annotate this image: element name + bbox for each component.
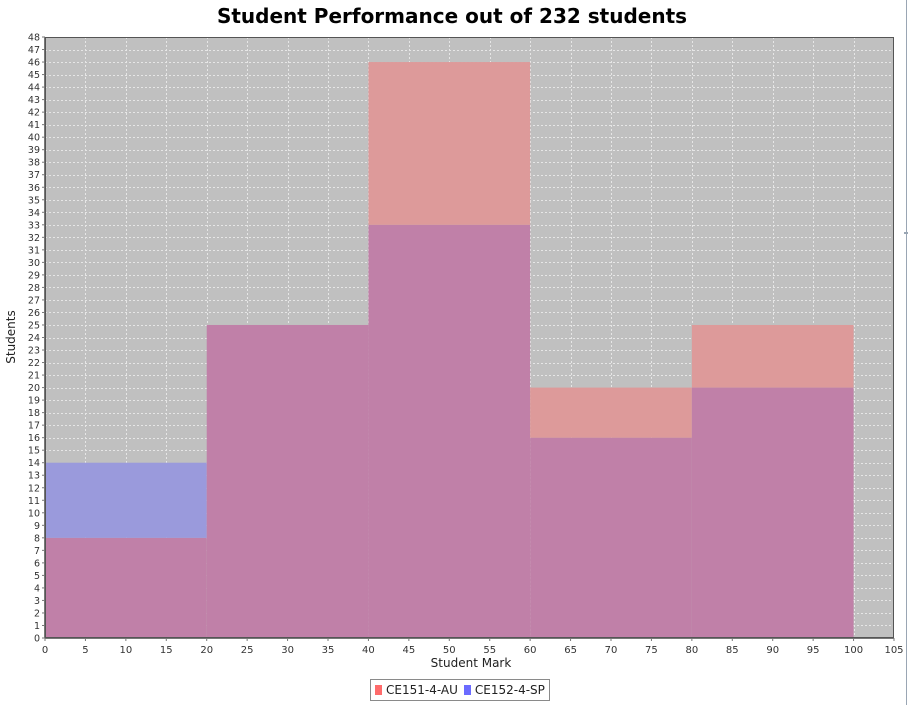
y-tick-label: 32 — [28, 233, 40, 244]
legend-item-au: CE151-4-AU — [375, 683, 458, 697]
y-tick-label: 45 — [28, 70, 40, 81]
y-tick-label: 44 — [28, 83, 40, 94]
y-tick-label: 6 — [34, 558, 40, 569]
y-tick-label: 41 — [28, 120, 40, 131]
y-tick-label: 29 — [28, 270, 40, 281]
x-tick-label: 15 — [160, 645, 173, 656]
bar-ce152-4-sp — [45, 462, 207, 538]
legend-item-sp: CE152-4-SP — [463, 683, 545, 697]
x-tick-label: 40 — [362, 645, 375, 656]
x-tick-label: 30 — [281, 645, 294, 656]
window-edge — [906, 0, 907, 705]
x-tick-label: 105 — [884, 645, 903, 656]
x-tick-label: 50 — [443, 645, 456, 656]
x-tick-label: 5 — [82, 645, 88, 656]
y-tick-label: 31 — [28, 245, 40, 256]
x-tick-label: 10 — [119, 645, 132, 656]
bar-overlap — [45, 537, 207, 638]
y-tick-label: 0 — [34, 634, 40, 645]
y-tick-label: 39 — [28, 145, 40, 156]
y-tick-label: 38 — [28, 158, 40, 169]
y-tick-label: 17 — [28, 421, 40, 432]
y-tick-label: 36 — [28, 183, 40, 194]
y-tick-label: 47 — [28, 45, 40, 56]
x-tick-label: 20 — [200, 645, 213, 656]
y-tick-label: 34 — [28, 208, 40, 219]
y-tick-label: 7 — [34, 546, 40, 557]
bar-ce151-4-au — [368, 62, 531, 225]
x-tick-label: 100 — [844, 645, 863, 656]
y-tick-label: 12 — [28, 483, 40, 494]
chart-title: Student Performance out of 232 students — [216, 4, 688, 28]
bar-layer — [45, 62, 854, 638]
x-tick-label: 90 — [766, 645, 779, 656]
x-tick-label: 75 — [645, 645, 658, 656]
y-tick-label: 4 — [34, 583, 40, 594]
y-axis: 0123456789101112131415161718192021222324… — [28, 33, 45, 645]
y-tick-label: 13 — [28, 471, 40, 482]
y-tick-label: 10 — [28, 508, 40, 519]
y-tick-label: 30 — [28, 258, 40, 269]
y-tick-label: 23 — [28, 346, 40, 357]
y-tick-label: 35 — [28, 195, 40, 206]
legend-swatch-au — [375, 685, 382, 695]
y-tick-label: 20 — [28, 383, 40, 394]
y-tick-label: 9 — [34, 521, 40, 532]
y-tick-label: 11 — [28, 496, 40, 507]
y-tick-label: 14 — [28, 458, 40, 469]
x-tick-label: 80 — [685, 645, 698, 656]
y-tick-label: 43 — [28, 95, 40, 106]
x-tick-label: 85 — [726, 645, 739, 656]
bar-overlap — [206, 324, 369, 638]
y-tick-label: 3 — [34, 596, 40, 607]
y-tick-label: 8 — [34, 533, 40, 544]
x-tick-label: 25 — [241, 645, 254, 656]
x-tick-label: 65 — [564, 645, 577, 656]
y-tick-label: 28 — [28, 283, 40, 294]
legend-label-au: CE151-4-AU — [386, 683, 458, 697]
y-tick-label: 2 — [34, 608, 40, 619]
x-tick-label: 95 — [807, 645, 820, 656]
y-tick-label: 24 — [28, 333, 40, 344]
bar-ce151-4-au — [691, 324, 854, 388]
x-tick-label: 70 — [605, 645, 618, 656]
bar-overlap — [691, 387, 854, 638]
x-tick-label: 0 — [42, 645, 48, 656]
x-tick-label: 60 — [524, 645, 537, 656]
y-tick-label: 1 — [34, 621, 40, 632]
y-tick-label: 25 — [28, 320, 40, 331]
y-tick-label: 27 — [28, 295, 40, 306]
x-tick-label: 45 — [402, 645, 415, 656]
y-tick-label: 46 — [28, 58, 40, 69]
legend-swatch-sp — [463, 685, 471, 695]
x-tick-label: 35 — [322, 645, 335, 656]
y-tick-label: 26 — [28, 308, 40, 319]
bar-overlap — [530, 437, 692, 638]
plot-border — [45, 37, 894, 638]
y-tick-label: 5 — [34, 571, 40, 582]
y-tick-label: 33 — [28, 220, 40, 231]
legend-label-sp: CE152-4-SP — [474, 683, 545, 697]
y-tick-label: 18 — [28, 408, 40, 419]
y-tick-label: 40 — [28, 133, 40, 144]
window-edge-mark — [904, 232, 908, 234]
y-tick-label: 15 — [28, 446, 40, 457]
bar-ce151-4-au — [530, 387, 692, 438]
y-tick-label: 21 — [28, 371, 40, 382]
x-axis-label: Student Mark — [431, 656, 512, 670]
legend: CE151-4-AU CE152-4-SP — [370, 679, 550, 701]
y-tick-label: 22 — [28, 358, 40, 369]
y-axis-label: Students — [4, 310, 18, 364]
y-tick-label: 42 — [28, 108, 40, 119]
x-axis: 0 5 10 15 20 25 30 35 40 45 50 55 60 65 70 75 80 85 90 95 10… — [42, 638, 904, 656]
y-tick-label: 48 — [28, 33, 40, 44]
y-tick-label: 37 — [28, 170, 40, 181]
y-tick-label: 19 — [28, 396, 40, 407]
bar-overlap — [368, 224, 531, 638]
x-tick-label: 55 — [483, 645, 496, 656]
y-tick-label: 16 — [28, 433, 40, 444]
